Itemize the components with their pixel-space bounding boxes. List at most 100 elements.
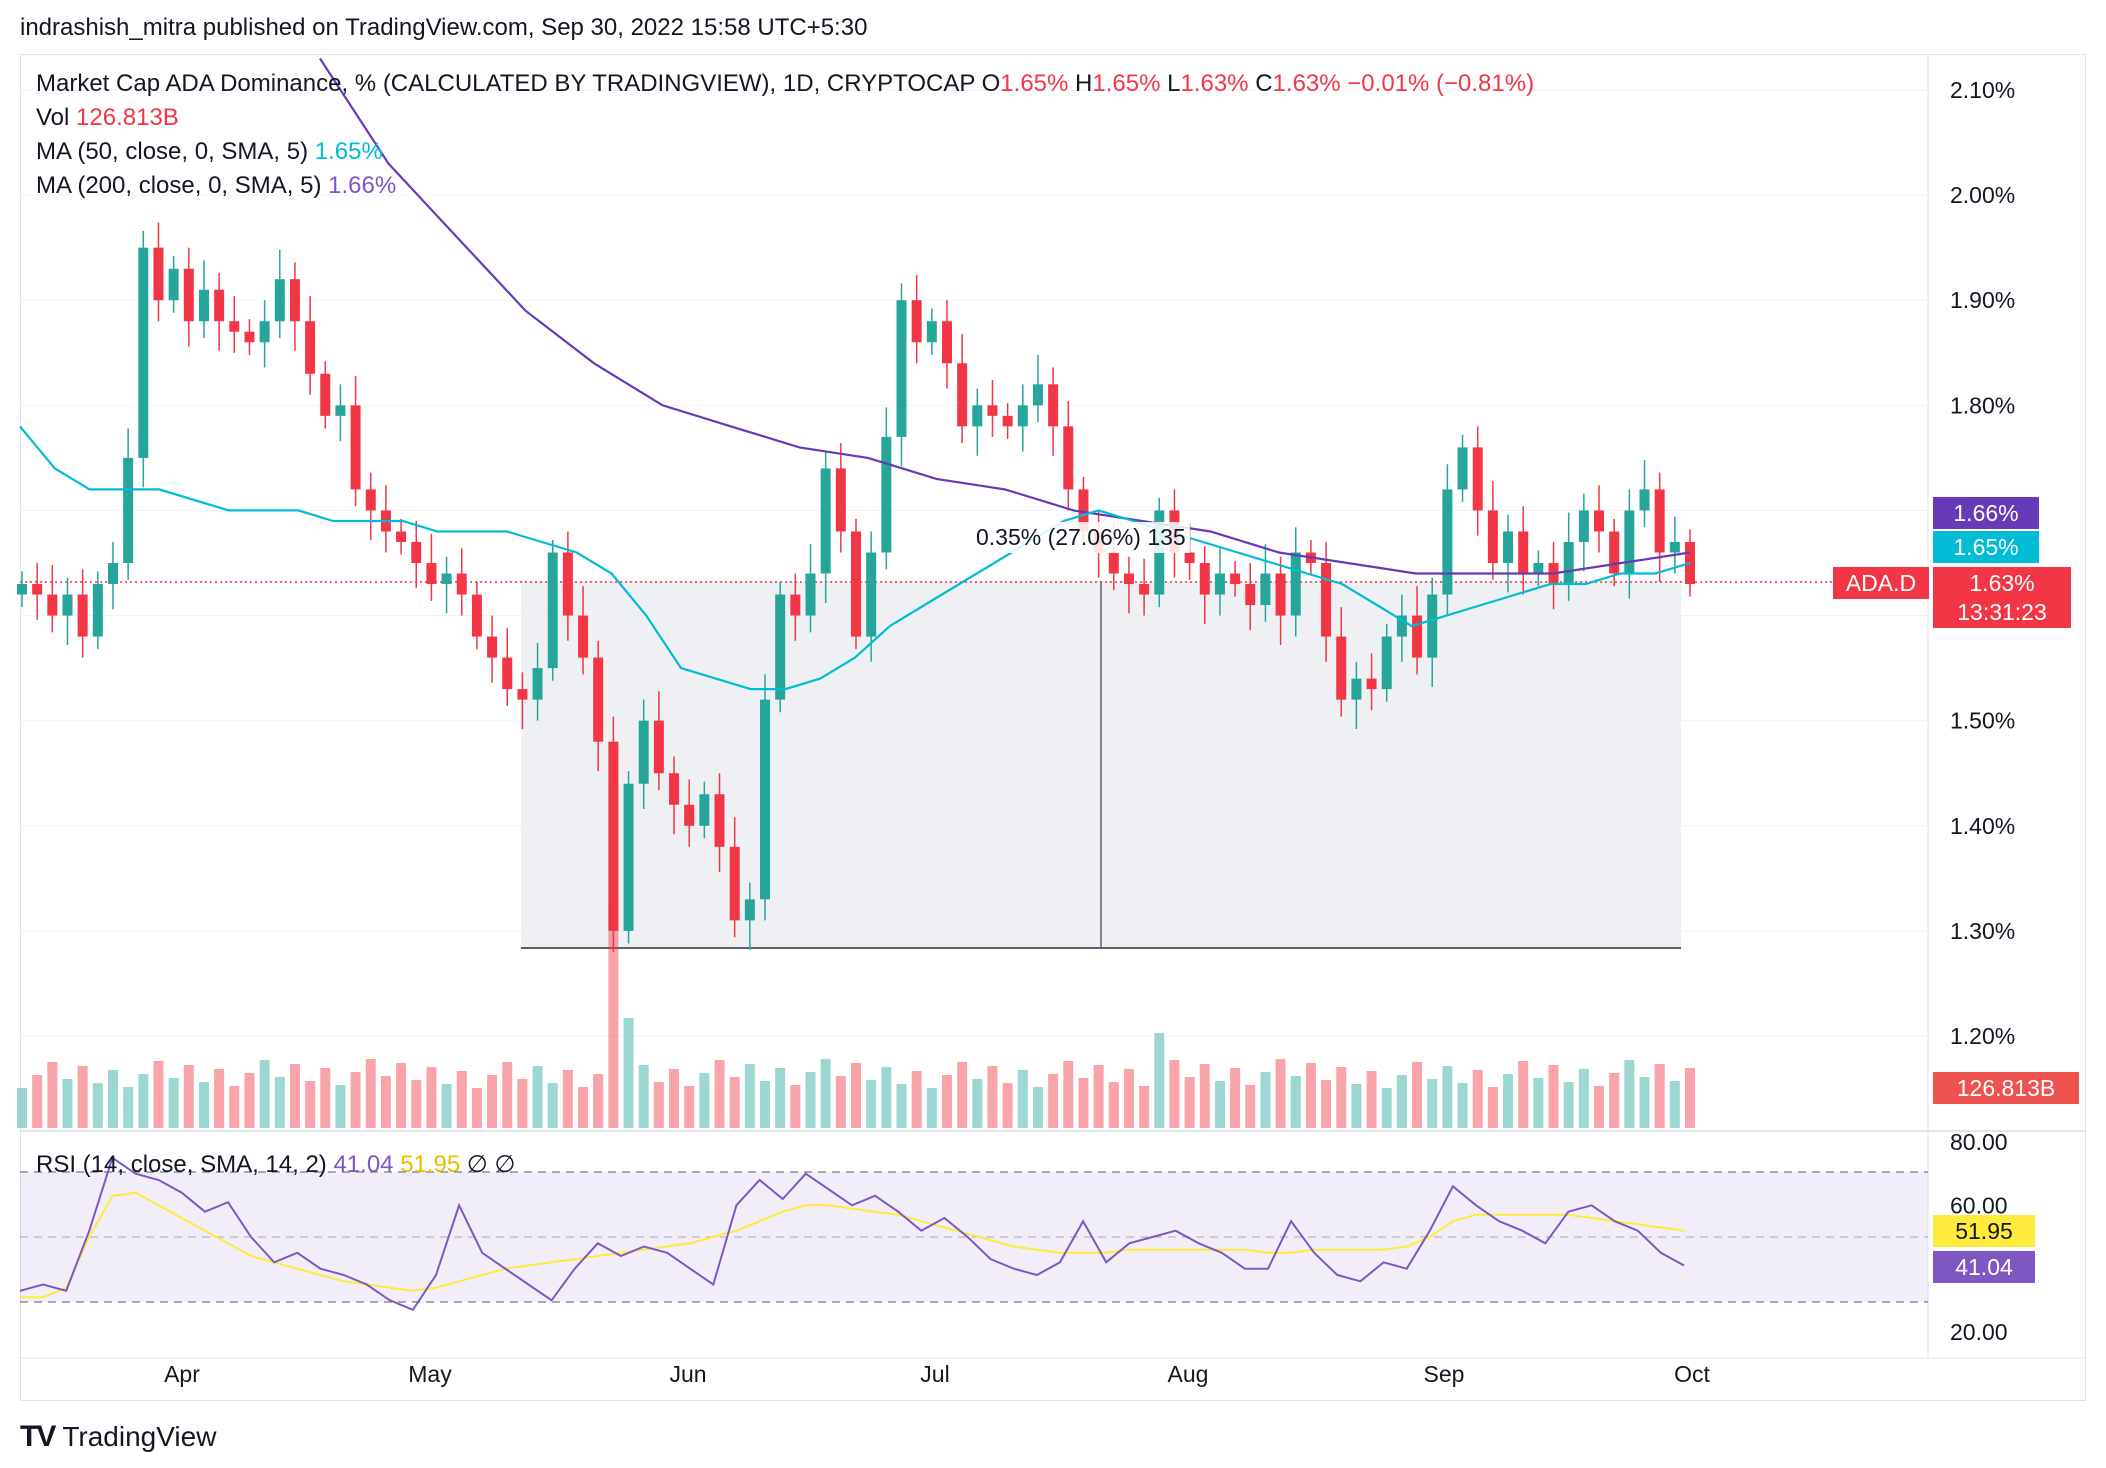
- candle-body: [274, 279, 285, 322]
- price-axis-labels[interactable]: 2.10%2.00%1.90%1.80%1.70%1.60%1.50%1.40%…: [1950, 77, 2015, 1049]
- time-axis-label: Sep: [1424, 1361, 1465, 1387]
- candle-body: [593, 657, 604, 742]
- candle-body: [1321, 563, 1332, 637]
- candle-body: [1427, 594, 1438, 658]
- rsi-legend-row: RSI (14, close, SMA, 14, 2) 41.04 51.95 …: [36, 1150, 515, 1179]
- price-axis-label: 1.20%: [1950, 1023, 2015, 1049]
- candle-body: [547, 552, 558, 669]
- candle-body: [790, 594, 801, 616]
- volume-bar: [1184, 1077, 1195, 1128]
- candle-body: [441, 573, 452, 585]
- candle-body: [820, 468, 831, 574]
- candle-body: [941, 321, 952, 364]
- measure-label[interactable]: 0.35% (27.06%) 135: [972, 522, 1190, 553]
- volume-bar: [987, 1066, 998, 1128]
- volume-bar: [805, 1072, 816, 1128]
- time-axis-labels[interactable]: Apr May Jun Jul Aug Sep Oct: [164, 1361, 1710, 1387]
- legend-title: Market Cap ADA Dominance, % (CALCULATED …: [36, 70, 975, 97]
- rsi-line: [19, 1156, 1685, 1312]
- candle-body: [32, 584, 43, 595]
- rsi-legend-value: 41.04: [333, 1151, 394, 1178]
- rsi-tag: 41.04: [1933, 1251, 2035, 1283]
- volume-bar: [941, 1075, 952, 1128]
- volume-bar: [244, 1073, 255, 1128]
- volume-bar: [17, 1088, 27, 1128]
- candle-body: [1017, 405, 1028, 427]
- volume-bar: [183, 1065, 194, 1128]
- ma200-price-tag: 1.66%: [1933, 497, 2039, 529]
- legend-ma50-row: MA (50, close, 0, SMA, 5) 1.65%: [36, 138, 383, 166]
- volume-bar: [1321, 1080, 1332, 1128]
- volume-bar: [911, 1071, 922, 1128]
- candle-body: [1275, 573, 1286, 616]
- candle-body: [1230, 573, 1241, 585]
- volume-bar: [365, 1059, 376, 1128]
- legend-vol-value: 126.813B: [76, 104, 179, 131]
- candle-body: [502, 657, 513, 690]
- candle-body: [1260, 573, 1271, 606]
- volume-bar: [335, 1085, 346, 1128]
- volume-bar: [1275, 1059, 1286, 1128]
- volume-bar: [775, 1068, 786, 1128]
- candle-body: [957, 363, 968, 427]
- candle-body: [320, 373, 331, 416]
- candle-body: [1563, 541, 1574, 585]
- time-axis-label: Apr: [164, 1361, 200, 1387]
- candle-body: [426, 563, 437, 585]
- rsi-axis-label: 80.00: [1950, 1129, 2008, 1155]
- candle-body: [1578, 510, 1589, 542]
- volume-bar: [1123, 1069, 1134, 1128]
- rsi-axis-labels[interactable]: 80.00 60.00 20.00: [1950, 1129, 2008, 1345]
- candle-body: [183, 268, 194, 322]
- candle-body: [1366, 678, 1377, 690]
- volume-bar: [896, 1084, 907, 1128]
- rsi-legend-extra2: ∅: [494, 1151, 516, 1178]
- volume-bar: [1093, 1065, 1104, 1128]
- legend-high-label: H: [1075, 70, 1093, 97]
- legend-close-value: 1.63%: [1272, 70, 1341, 97]
- volume-bar: [623, 1018, 634, 1128]
- volume-bar: [653, 1082, 664, 1128]
- volume-bar: [835, 1076, 846, 1128]
- volume-bar: [608, 901, 619, 1128]
- candle-body: [578, 615, 589, 658]
- volume-bar: [1199, 1064, 1210, 1128]
- candle-body: [532, 668, 543, 700]
- volume-bar: [1169, 1060, 1180, 1128]
- candle-body: [866, 552, 877, 637]
- volume-bar: [729, 1077, 740, 1128]
- candle-body: [1063, 426, 1074, 490]
- rsi-axis-label: 60.00: [1950, 1192, 2008, 1218]
- time-axis-label: Aug: [1168, 1361, 1209, 1387]
- rsi-axis-label: 20.00: [1950, 1319, 2008, 1345]
- legend-change: −0.01% (−0.81%): [1347, 70, 1535, 97]
- candle-body: [77, 594, 88, 637]
- candle-body: [881, 436, 892, 553]
- rsi-legend-sma-value: 51.95: [400, 1151, 461, 1178]
- volume-bar: [562, 1070, 573, 1128]
- candle-body: [1624, 510, 1635, 574]
- volume-bar: [1381, 1088, 1392, 1128]
- legend-open-value: 1.65%: [1000, 70, 1069, 97]
- candle-body: [17, 584, 27, 595]
- footer-brand[interactable]: TV TradingView: [20, 1420, 216, 1454]
- volume-bar: [957, 1062, 968, 1128]
- candle-body: [1533, 563, 1544, 574]
- volume-bar: [380, 1076, 391, 1128]
- candle-body: [335, 405, 346, 416]
- candle-body: [1669, 541, 1680, 553]
- volume-bar: [259, 1060, 270, 1128]
- symbol-tag[interactable]: ADA.D: [1833, 567, 1929, 599]
- volume-bar: [320, 1068, 331, 1128]
- candle-body: [1245, 584, 1256, 606]
- volume-bar: [1624, 1060, 1635, 1128]
- legend-low-label: L: [1167, 70, 1181, 97]
- volume-bar: [1412, 1062, 1423, 1128]
- volume-bar: [1002, 1083, 1013, 1128]
- volume-bar: [214, 1069, 225, 1128]
- volume-bar: [1108, 1082, 1119, 1128]
- legend-ma200-label: MA (200, close, 0, SMA, 5): [36, 172, 322, 199]
- volume-bar: [1503, 1074, 1514, 1128]
- candle-body: [851, 531, 861, 637]
